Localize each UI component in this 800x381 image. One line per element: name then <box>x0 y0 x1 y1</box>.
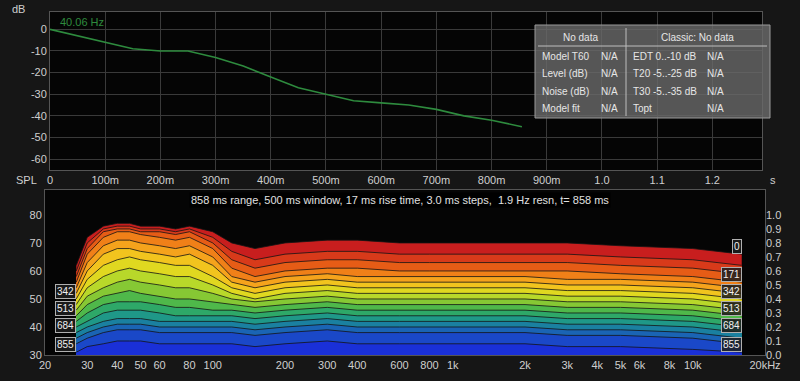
svg-text:684: 684 <box>57 320 74 331</box>
svg-text:200m: 200m <box>147 174 175 186</box>
svg-text:N/A: N/A <box>601 68 618 79</box>
svg-text:5k: 5k <box>615 359 627 371</box>
svg-text:858 ms range, 500 ms window, 1: 858 ms range, 500 ms window, 17 ms rise … <box>191 194 609 206</box>
svg-text:40: 40 <box>30 321 42 333</box>
svg-text:3k: 3k <box>561 359 573 371</box>
svg-text:600: 600 <box>390 359 408 371</box>
svg-text:0.8: 0.8 <box>766 237 781 249</box>
svg-text:30: 30 <box>81 359 93 371</box>
svg-text:Classic: No data: Classic: No data <box>661 32 734 43</box>
svg-text:2k: 2k <box>519 359 531 371</box>
svg-text:1.2: 1.2 <box>705 174 720 186</box>
svg-text:600m: 600m <box>367 174 395 186</box>
svg-text:N/A: N/A <box>707 103 724 114</box>
svg-text:-10: -10 <box>31 45 47 57</box>
svg-text:50: 50 <box>134 359 146 371</box>
svg-text:30: 30 <box>30 349 42 361</box>
svg-text:Noise (dB): Noise (dB) <box>542 86 589 97</box>
svg-text:684: 684 <box>723 320 740 331</box>
svg-text:N/A: N/A <box>707 51 724 62</box>
svg-text:342: 342 <box>57 286 74 297</box>
svg-text:0: 0 <box>41 23 47 35</box>
svg-text:20kHz: 20kHz <box>749 359 780 371</box>
svg-text:900m: 900m <box>533 174 561 186</box>
svg-text:-30: -30 <box>31 88 47 100</box>
svg-text:8k: 8k <box>664 359 676 371</box>
svg-text:1k: 1k <box>447 359 459 371</box>
svg-text:0.4: 0.4 <box>766 293 781 305</box>
svg-text:N/A: N/A <box>601 51 618 62</box>
svg-text:10k: 10k <box>684 359 702 371</box>
svg-text:513: 513 <box>723 303 740 314</box>
svg-text:855: 855 <box>723 339 740 350</box>
svg-text:N/A: N/A <box>707 68 724 79</box>
svg-text:1.0: 1.0 <box>594 174 609 186</box>
svg-text:855: 855 <box>57 339 74 350</box>
svg-text:200: 200 <box>276 359 294 371</box>
svg-text:80: 80 <box>183 359 195 371</box>
svg-text:-50: -50 <box>31 131 47 143</box>
svg-text:40: 40 <box>111 359 123 371</box>
svg-text:Model T60: Model T60 <box>542 51 590 62</box>
svg-text:dB: dB <box>12 3 25 15</box>
svg-text:Model fit: Model fit <box>542 103 580 114</box>
svg-text:300: 300 <box>318 359 336 371</box>
svg-text:SPL: SPL <box>16 174 37 186</box>
svg-text:0.0: 0.0 <box>766 349 781 361</box>
svg-text:80: 80 <box>30 209 42 221</box>
svg-text:0.3: 0.3 <box>766 307 781 319</box>
svg-text:0: 0 <box>734 241 740 252</box>
svg-text:-60: -60 <box>31 153 47 165</box>
svg-text:N/A: N/A <box>601 103 618 114</box>
svg-text:700m: 700m <box>423 174 451 186</box>
svg-text:800: 800 <box>420 359 438 371</box>
svg-text:70: 70 <box>30 237 42 249</box>
svg-text:1.0: 1.0 <box>766 209 781 221</box>
svg-text:60: 60 <box>153 359 165 371</box>
svg-text:500m: 500m <box>312 174 340 186</box>
svg-text:0.1: 0.1 <box>766 335 781 347</box>
svg-text:4k: 4k <box>591 359 603 371</box>
svg-text:EDT 0..-10 dB: EDT 0..-10 dB <box>633 51 697 62</box>
svg-text:T20 -5..-25 dB: T20 -5..-25 dB <box>633 68 697 79</box>
svg-text:1.1: 1.1 <box>649 174 664 186</box>
svg-text:0.6: 0.6 <box>766 265 781 277</box>
svg-text:40.06 Hz: 40.06 Hz <box>60 16 104 28</box>
svg-text:50: 50 <box>30 293 42 305</box>
svg-text:513: 513 <box>57 303 74 314</box>
svg-text:0.9: 0.9 <box>766 223 781 235</box>
svg-text:T30 -5..-35 dB: T30 -5..-35 dB <box>633 86 697 97</box>
svg-text:300m: 300m <box>202 174 230 186</box>
svg-text:0: 0 <box>47 174 53 186</box>
svg-text:N/A: N/A <box>707 86 724 97</box>
svg-text:100m: 100m <box>91 174 119 186</box>
svg-text:6k: 6k <box>634 359 646 371</box>
svg-text:0.2: 0.2 <box>766 321 781 333</box>
svg-text:171: 171 <box>723 269 740 280</box>
svg-text:20: 20 <box>39 359 51 371</box>
svg-text:60: 60 <box>30 265 42 277</box>
svg-text:s: s <box>770 174 776 186</box>
svg-text:No data: No data <box>563 32 598 43</box>
svg-text:-40: -40 <box>31 110 47 122</box>
svg-text:342: 342 <box>723 286 740 297</box>
svg-text:400: 400 <box>348 359 366 371</box>
svg-text:0.5: 0.5 <box>766 279 781 291</box>
svg-text:Topt: Topt <box>633 103 652 114</box>
svg-text:0.7: 0.7 <box>766 251 781 263</box>
svg-text:400m: 400m <box>257 174 285 186</box>
svg-text:100: 100 <box>204 359 222 371</box>
svg-text:800m: 800m <box>478 174 506 186</box>
svg-text:N/A: N/A <box>601 86 618 97</box>
svg-text:Level (dB): Level (dB) <box>542 68 588 79</box>
svg-text:-20: -20 <box>31 66 47 78</box>
